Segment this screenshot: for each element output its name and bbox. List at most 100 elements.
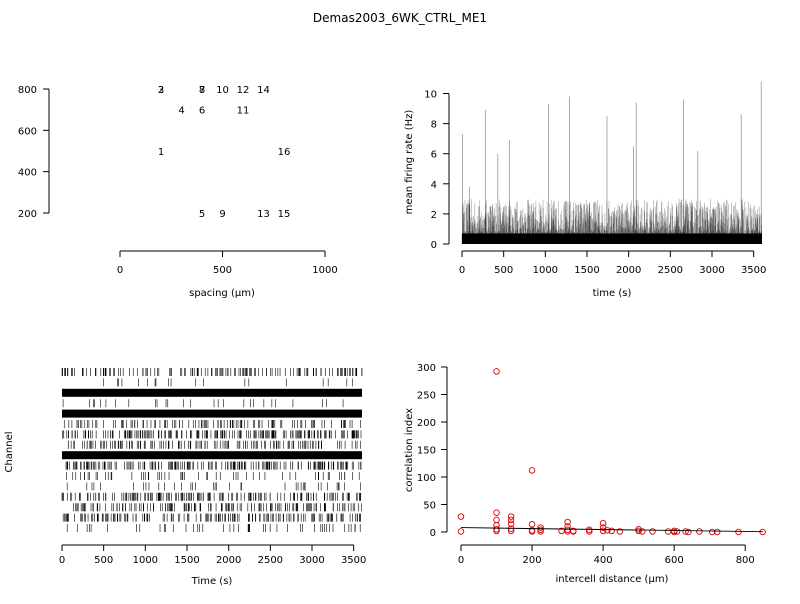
raster-channel-row <box>103 378 354 387</box>
raster-channel-row <box>66 524 361 532</box>
firing-rate-y-tick-label: 8 <box>431 120 437 131</box>
raster-channel-row <box>67 440 361 449</box>
raster-x-tick-label: 500 <box>94 555 113 566</box>
electrode-label: 12 <box>237 85 250 96</box>
firing-rate-y-tick-label: 0 <box>431 240 437 251</box>
layout-x-axis-label: spacing (µm) <box>189 288 255 299</box>
layout-axes: 0 500 1000 200 400 600 800 <box>18 85 338 276</box>
raster-channel-row <box>61 492 362 501</box>
correlation-point <box>649 528 656 535</box>
correlation-point <box>586 528 593 535</box>
layout-y-tick-label: 400 <box>18 168 37 179</box>
correlation-y-tick-label: 50 <box>423 501 436 512</box>
correlation-points <box>457 368 766 536</box>
correlation-point <box>635 526 642 533</box>
raster-channel-row <box>62 399 344 408</box>
correlation-x-tick-label: 0 <box>458 555 464 566</box>
correlation-y-tick-label: 250 <box>417 391 436 402</box>
raster-x-tick-label: 2000 <box>216 555 241 566</box>
raster-panel: 0 500 1000 1500 2000 2500 3000 3500 Time (s) Ch… <box>4 368 366 587</box>
firing-rate-y-tick-label: 6 <box>431 150 437 161</box>
electrode-label: 3 <box>158 85 164 96</box>
correlation-point <box>493 368 500 375</box>
raster-channel-row <box>62 451 362 460</box>
correlation-x-tick-label: 200 <box>523 555 542 566</box>
firing-rate-x-tick-label: 1000 <box>533 265 558 276</box>
correlation-point <box>708 528 716 536</box>
correlation-panel: 0 200 400 600 800 0 50 100 150 200 250 300 intercel… <box>404 363 766 585</box>
correlation-point <box>493 526 500 533</box>
firing-rate-x-axis-label: time (s) <box>593 288 632 299</box>
raster-x-tick-label: 2500 <box>258 555 283 566</box>
raster-spike-band <box>62 388 362 397</box>
correlation-point <box>635 527 642 535</box>
electrode-label: 8 <box>199 85 205 96</box>
correlation-point <box>507 513 515 520</box>
raster-channel-row <box>61 368 363 376</box>
raster-channel-row <box>66 472 360 480</box>
correlation-x-tick-label: 800 <box>736 555 755 566</box>
correlation-point <box>558 527 565 535</box>
correlation-point <box>537 526 544 534</box>
firing-rate-x-tick-label: 2500 <box>658 265 683 276</box>
raster-spike-band <box>62 409 362 418</box>
correlation-point <box>713 528 721 536</box>
correlation-point <box>599 527 607 535</box>
firing-rate-panel: 0 500 1000 1500 2000 2500 3000 3500 0 2 4 6 8 10 time… <box>404 81 766 299</box>
correlation-point <box>457 528 465 535</box>
correlation-point <box>537 524 544 531</box>
raster-channels <box>61 368 363 532</box>
correlation-point <box>564 518 571 526</box>
firing-rate-x-tick-label: 3500 <box>741 265 766 276</box>
raster-channel-row <box>73 503 362 512</box>
electrode-label: 13 <box>257 209 270 220</box>
firing-rate-trace <box>461 81 762 244</box>
electrode-label: 5 <box>199 209 205 220</box>
correlation-point <box>599 519 607 527</box>
electrode-label: 14 <box>257 85 270 96</box>
correlation-point <box>608 527 615 535</box>
raster-y-axis-label: Channel <box>4 431 15 472</box>
correlation-point <box>638 528 646 535</box>
raster-x-tick-label: 0 <box>59 555 65 566</box>
correlation-y-tick-label: 150 <box>417 446 436 457</box>
raster-x-tick-label: 3500 <box>341 555 366 566</box>
correlation-point <box>685 528 692 536</box>
layout-x-tick-label: 500 <box>213 265 232 276</box>
correlation-point <box>735 528 742 536</box>
electrode-label: 15 <box>278 209 291 220</box>
electrode-label: 6 <box>199 106 205 117</box>
electrode-label: 2 <box>158 85 164 96</box>
firing-rate-x-tick-label: 500 <box>494 265 513 276</box>
electrode-labels: 23 78 10 12 144 6 111 165 9 13 15 <box>158 85 291 220</box>
raster-spike-band <box>62 451 362 460</box>
raster-x-tick-label: 3000 <box>299 555 324 566</box>
raster-channel-row <box>62 430 362 439</box>
correlation-point <box>616 528 624 535</box>
raster-x-axis-label: Time (s) <box>191 576 233 587</box>
firing-rate-axes: 0 500 1000 1500 2000 2500 3000 3500 0 2 4 6 8 10 <box>424 90 766 276</box>
correlation-point <box>664 528 672 535</box>
electrode-label: 11 <box>237 106 250 117</box>
electrode-label: 4 <box>178 106 184 117</box>
firing-rate-x-tick-label: 1500 <box>574 265 599 276</box>
raster-channel-row <box>66 482 361 491</box>
correlation-point <box>673 528 681 535</box>
firing-rate-x-tick-label: 3000 <box>699 265 724 276</box>
raster-channel-row <box>65 461 362 470</box>
electrode-label: 16 <box>278 147 291 158</box>
figure-title: Demas2003_6WK_CTRL_ME1 <box>313 11 487 25</box>
correlation-point <box>507 520 515 528</box>
correlation-y-axis-label: correlation index <box>404 408 415 492</box>
raster-x-tick-label: 1500 <box>174 555 199 566</box>
firing-rate-x-tick-label: 0 <box>459 265 465 276</box>
correlation-x-axis-label: intercell distance (µm) <box>556 574 669 585</box>
correlation-point <box>507 516 515 524</box>
correlation-x-tick-label: 600 <box>665 555 684 566</box>
correlation-point <box>570 528 577 535</box>
firing-rate-baseline-band <box>462 233 762 244</box>
layout-x-tick-label: 0 <box>117 265 123 276</box>
correlation-point <box>604 527 611 534</box>
